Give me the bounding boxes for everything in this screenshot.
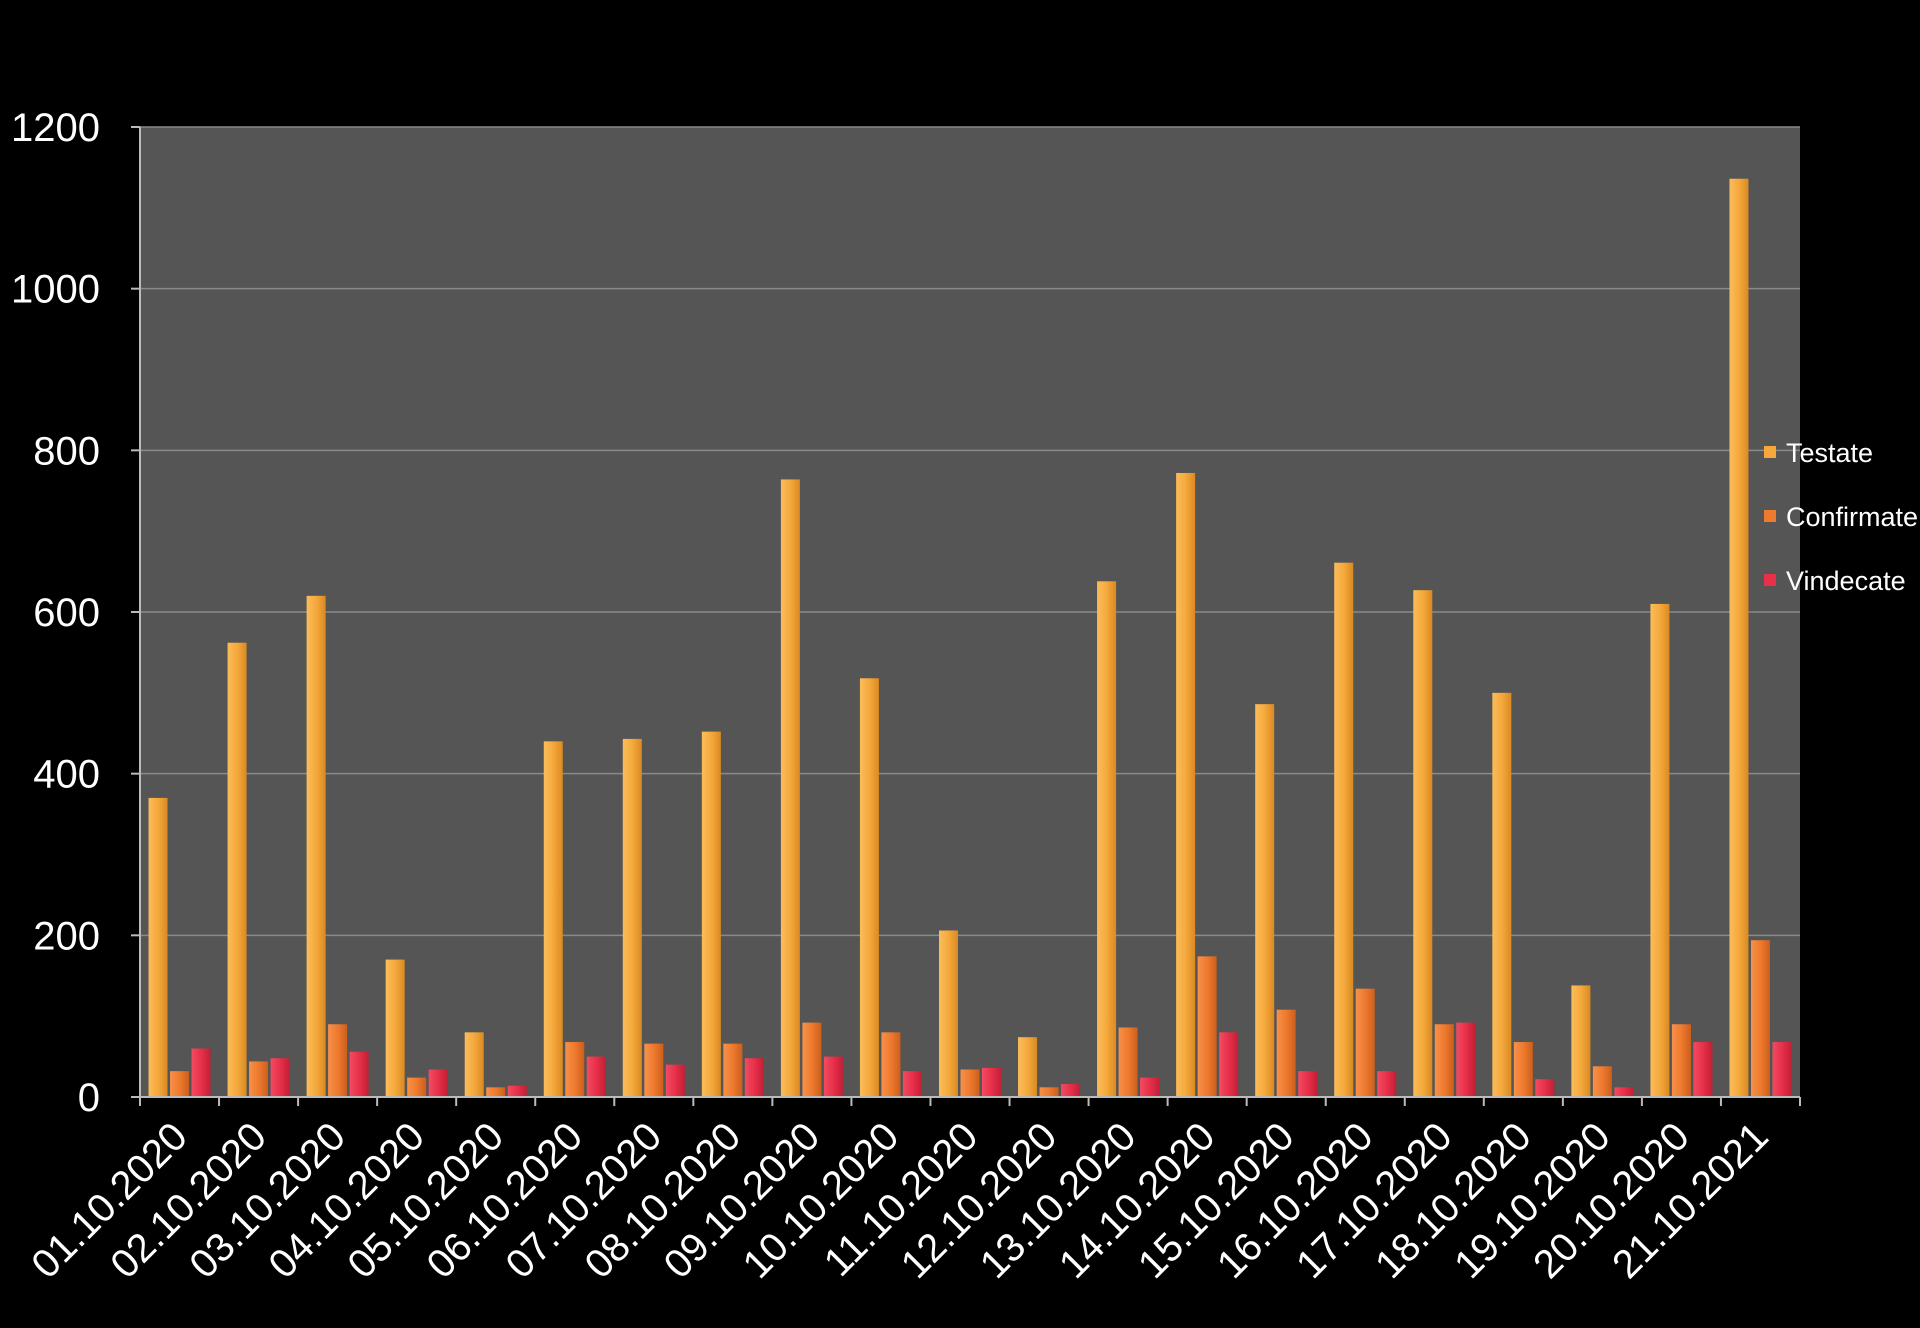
bar-confirmate-11 (960, 1069, 980, 1097)
bar-confirmate-21 (1750, 940, 1770, 1097)
bar-testate-19 (1571, 985, 1591, 1097)
bar-confirmate-10 (881, 1032, 901, 1097)
bar-vindecate-14 (1219, 1032, 1239, 1097)
axes (131, 126, 1801, 1106)
bar-confirmate-2 (249, 1061, 269, 1097)
bar-testate-1 (148, 797, 168, 1097)
bar-testate-17 (1413, 590, 1433, 1097)
bar-testate-10 (859, 678, 879, 1097)
bar-vindecate-2 (270, 1058, 290, 1097)
bar-confirmate-13 (1118, 1027, 1138, 1097)
y-tick-labels: 0 200 400 600 800 1000 1200 (11, 106, 100, 1120)
gridlines (140, 126, 1800, 937)
bar-vindecate-18 (1535, 1079, 1555, 1097)
legend-swatch-vindecate (1764, 574, 1776, 586)
bar-testate-7 (622, 738, 642, 1097)
bar-confirmate-4 (407, 1077, 427, 1097)
bar-testate-9 (780, 479, 800, 1097)
bar-testate-3 (306, 595, 326, 1097)
bar-vindecate-21 (1772, 1042, 1792, 1097)
bar-confirmate-5 (486, 1087, 506, 1097)
y-tick-label: 400 (33, 753, 100, 797)
bar-confirmate-20 (1671, 1024, 1691, 1097)
bar-confirmate-19 (1592, 1066, 1612, 1097)
bar-vindecate-20 (1693, 1042, 1713, 1097)
bar-confirmate-7 (644, 1043, 664, 1097)
bar-testate-21 (1729, 178, 1749, 1097)
bar-testate-12 (1018, 1037, 1038, 1097)
bar-vindecate-3 (349, 1051, 369, 1097)
bar-confirmate-12 (1039, 1087, 1059, 1097)
legend-label-vindecate: Vindecate (1786, 566, 1906, 596)
bar-vindecate-5 (507, 1085, 527, 1097)
bar-testate-16 (1334, 562, 1354, 1097)
bar-vindecate-16 (1377, 1071, 1397, 1097)
bar-confirmate-17 (1434, 1024, 1454, 1097)
y-tick-label: 200 (33, 914, 100, 958)
bar-confirmate-1 (170, 1071, 190, 1097)
bar-confirmate-16 (1355, 988, 1375, 1097)
bar-confirmate-15 (1276, 1009, 1296, 1097)
bar-vindecate-4 (428, 1069, 448, 1097)
bar-confirmate-9 (802, 1022, 822, 1097)
bar-testate-18 (1492, 692, 1512, 1097)
bar-testate-15 (1255, 704, 1275, 1097)
bars (148, 178, 1792, 1097)
x-tick-labels: 01.10.202002.10.202003.10.202004.10.2020… (23, 1114, 1777, 1287)
bar-testate-5 (464, 1032, 484, 1097)
bar-testate-20 (1650, 603, 1670, 1097)
y-tick-label: 1000 (11, 268, 100, 312)
bar-vindecate-8 (744, 1058, 764, 1097)
bar-testate-13 (1097, 581, 1117, 1097)
bar-vindecate-9 (823, 1056, 843, 1097)
bar-vindecate-1 (191, 1048, 211, 1097)
bar-testate-2 (227, 642, 247, 1097)
bar-vindecate-7 (665, 1064, 685, 1097)
bar-confirmate-8 (723, 1043, 743, 1097)
bar-confirmate-6 (565, 1042, 585, 1097)
bar-testate-4 (385, 959, 405, 1097)
bar-testate-8 (701, 731, 721, 1097)
y-tick-label: 600 (33, 591, 100, 635)
legend-label-confirmate: Confirmate (1786, 502, 1918, 532)
bar-vindecate-6 (586, 1056, 606, 1097)
bar-vindecate-12 (1061, 1084, 1081, 1097)
y-tick-label: 800 (33, 429, 100, 473)
bar-testate-11 (939, 930, 958, 1097)
bar-vindecate-11 (982, 1067, 1001, 1097)
legend-swatch-testate (1764, 446, 1776, 458)
bar-vindecate-19 (1614, 1087, 1634, 1097)
bar-vindecate-13 (1140, 1077, 1160, 1097)
bar-confirmate-18 (1513, 1042, 1533, 1097)
legend: Testate Confirmate Vindecate (1764, 438, 1918, 596)
bar-confirmate-3 (328, 1024, 348, 1097)
bar-testate-6 (543, 741, 563, 1097)
bar-vindecate-17 (1456, 1022, 1476, 1097)
bar-vindecate-10 (902, 1071, 922, 1097)
y-tick-label: 0 (78, 1076, 100, 1120)
bar-testate-14 (1176, 472, 1196, 1097)
legend-label-testate: Testate (1786, 438, 1873, 468)
y-tick-label: 1200 (11, 106, 100, 150)
bar-confirmate-14 (1197, 956, 1217, 1097)
legend-swatch-confirmate (1764, 510, 1776, 522)
bar-vindecate-15 (1298, 1071, 1318, 1097)
